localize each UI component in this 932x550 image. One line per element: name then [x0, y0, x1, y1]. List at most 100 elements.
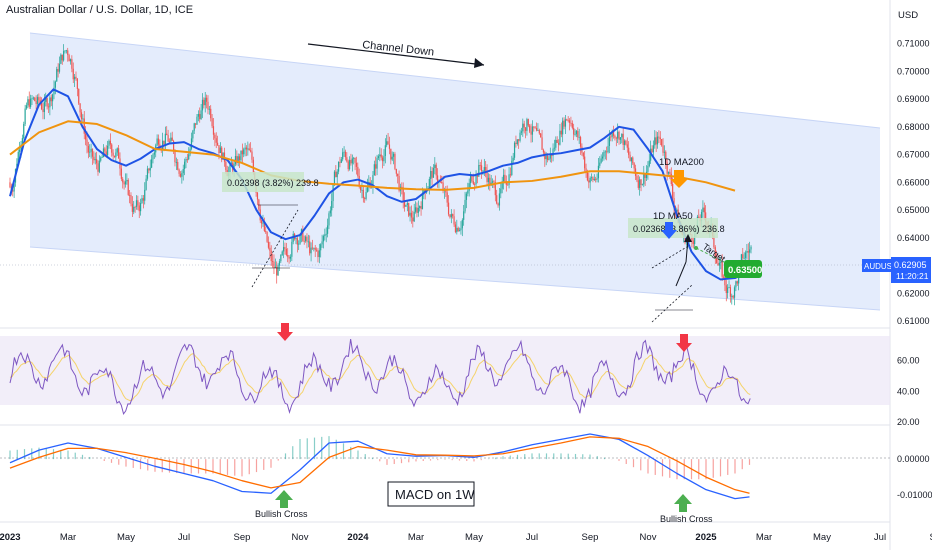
candle-body: [725, 285, 727, 294]
1d-ma50-line[interactable]: [9, 88, 750, 281]
macd-histogram-bar: [147, 459, 149, 471]
macd-tick-label: -0.01000: [897, 490, 932, 500]
candle-body: [219, 147, 221, 153]
candle-body: [573, 127, 575, 135]
candle-body: [511, 160, 513, 176]
candle-body: [256, 192, 259, 200]
candle-body: [302, 229, 304, 241]
candle-body: [596, 178, 598, 180]
candle-body: [449, 214, 451, 218]
candle-body: [93, 156, 95, 161]
macd-histogram-bar: [103, 459, 105, 461]
candle-body: [68, 55, 70, 62]
candle-body: [260, 220, 263, 224]
candle-body: [529, 125, 531, 132]
macd-histogram-bar: [596, 456, 598, 460]
measure-box-1[interactable]: [222, 172, 304, 192]
macd-histogram-bar: [386, 459, 388, 465]
candle-body: [417, 207, 419, 213]
candle-body: [463, 211, 465, 220]
candle-body: [461, 219, 463, 229]
candle-body: [489, 177, 491, 186]
macd-histogram-bar: [654, 459, 656, 475]
time-tick-label: Sep: [234, 532, 251, 543]
macd-line[interactable]: [9, 433, 750, 500]
candle-body: [722, 276, 725, 278]
candle-body: [502, 174, 505, 182]
candle-body: [118, 148, 120, 159]
candle-body: [392, 153, 395, 157]
macd-histogram-bar: [603, 457, 606, 460]
candle-body: [67, 50, 69, 56]
chart-title: Australian Dollar / U.S. Dollar, 1D, ICE: [6, 4, 194, 16]
candle-body: [729, 287, 732, 297]
candle-body: [633, 163, 635, 169]
time-tick-label: May: [117, 532, 135, 543]
candle-body: [468, 183, 470, 191]
candle-body: [243, 149, 245, 155]
macd-note-box[interactable]: [387, 481, 475, 507]
candle-body: [156, 138, 158, 146]
candle-body: [138, 205, 140, 212]
candle-body: [199, 113, 201, 120]
candle-body: [39, 100, 41, 104]
candle-body: [611, 131, 613, 137]
candle-body: [491, 181, 494, 183]
ma50-label: 1D MA50: [653, 211, 693, 222]
candle-body: [76, 78, 78, 89]
price-tick-label: 0.61000: [897, 316, 930, 326]
candle-body: [200, 110, 202, 120]
candle-body: [655, 137, 657, 145]
candle-body: [582, 152, 584, 157]
candle-body: [564, 119, 567, 127]
measure-label-1: 0.02398 (3.82%) 239.8: [227, 178, 319, 188]
time-axis[interactable]: 2023 Mar May Jul Sep Nov 2024 Mar May Jul Sep Nov 20…: [0, 532, 932, 543]
candle-body: [641, 184, 644, 186]
rsi-line[interactable]: [9, 338, 751, 415]
target-value-badge[interactable]: [724, 260, 762, 278]
candle-body: [342, 152, 344, 160]
candle-body: [744, 252, 747, 258]
candle-body: [222, 152, 224, 160]
candle-body: [307, 241, 309, 243]
candle-body: [221, 147, 223, 160]
candle-body: [45, 98, 47, 102]
candle-body: [313, 247, 315, 249]
channel-down-shape[interactable]: [30, 33, 880, 310]
candle-body: [520, 131, 523, 133]
channel-lower-line: [29, 246, 881, 311]
measure-dashed-1: [251, 209, 299, 288]
currency-label[interactable]: USD: [898, 10, 919, 21]
candle-body: [553, 147, 556, 149]
macd-histogram-bar: [553, 453, 555, 460]
last-price-badge[interactable]: [891, 257, 931, 283]
macd-histogram-bar: [480, 459, 482, 461]
candle-body: [383, 155, 385, 162]
price-tick-label: 0.62000: [897, 288, 930, 298]
candle-body: [318, 250, 320, 258]
macd-histogram-bar: [741, 459, 743, 470]
symbol-badge[interactable]: [862, 259, 891, 272]
candle-body: [120, 168, 122, 179]
signal-line[interactable]: [9, 436, 750, 494]
1d-ma200-line[interactable]: [9, 120, 736, 192]
time-tick-label: 2024: [347, 532, 369, 543]
candle-body: [115, 152, 117, 158]
candle-body: [78, 88, 80, 104]
macd-histogram-bar: [328, 436, 330, 460]
candle-body: [13, 182, 15, 192]
candle-body: [431, 170, 433, 178]
candle-body: [361, 189, 363, 191]
macd-histogram-bar: [110, 459, 113, 463]
candle-body: [276, 266, 278, 276]
candle-body: [545, 155, 547, 160]
bullish-cross-label-1: Bullish Cross: [255, 509, 308, 519]
candle-body: [676, 209, 678, 212]
macd-histogram-bar: [248, 459, 250, 475]
macd-histogram-bar: [574, 453, 577, 460]
candle-body: [604, 151, 606, 153]
candle-body: [240, 150, 242, 161]
candle-body: [326, 225, 329, 234]
price-tick-label: 0.70000: [897, 66, 930, 76]
